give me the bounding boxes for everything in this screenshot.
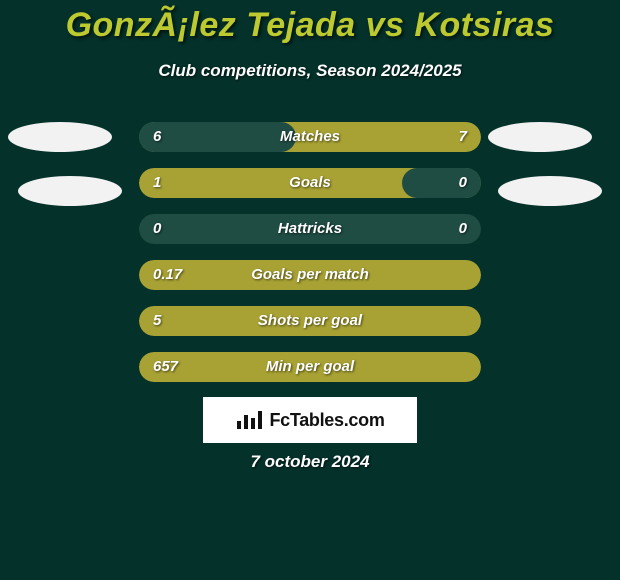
stat-row: 67Matches <box>139 122 481 152</box>
brand-box: FcTables.com <box>203 397 417 443</box>
stat-row: 657Min per goal <box>139 352 481 382</box>
stat-row: 00Hattricks <box>139 214 481 244</box>
avatar-placeholder <box>8 122 112 152</box>
stat-row: 0.17Goals per match <box>139 260 481 290</box>
stat-row: 5Shots per goal <box>139 306 481 336</box>
stat-row: 10Goals <box>139 168 481 198</box>
comparison-title: GonzÃ¡lez Tejada vs Kotsiras <box>0 0 620 45</box>
stat-bars: 67Matches 10Goals 00Hattricks 0.17Goals per… <box>139 122 481 398</box>
stat-label: Goals <box>139 168 481 198</box>
date-text: 7 october 2024 <box>0 452 620 472</box>
stat-label: Shots per goal <box>139 306 481 336</box>
avatar-placeholder <box>488 122 592 152</box>
stat-label: Min per goal <box>139 352 481 382</box>
subtitle: Club competitions, Season 2024/2025 <box>0 61 620 81</box>
brand-text: FcTables.com <box>269 410 384 431</box>
stat-label: Matches <box>139 122 481 152</box>
avatar-placeholder <box>18 176 122 206</box>
stat-label: Goals per match <box>139 260 481 290</box>
stat-label: Hattricks <box>139 214 481 244</box>
bar-chart-icon <box>235 409 263 431</box>
avatar-placeholder <box>498 176 602 206</box>
